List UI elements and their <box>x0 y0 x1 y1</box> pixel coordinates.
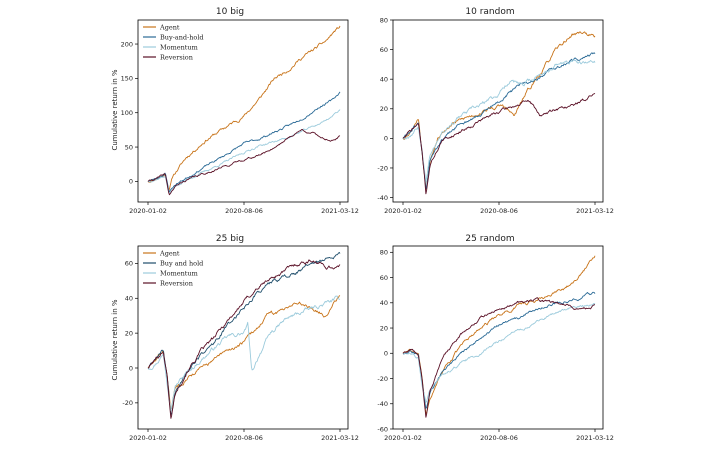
panel-25-big: 25 big Cumulative return in % -20 0 20 40 60… <box>111 234 359 442</box>
y-tick-label: 20 <box>380 324 388 332</box>
series-lines <box>402 31 596 195</box>
series-lines <box>147 25 341 196</box>
y-tick-label: 200 <box>121 40 133 48</box>
y-tick-label: 40 <box>380 75 388 83</box>
panel-title: 25 big <box>216 234 244 244</box>
y-ticks: -20 0 20 40 60 <box>122 260 138 407</box>
series-line-momentum <box>402 59 596 183</box>
x-tick-label: 2021-03-12 <box>321 434 359 442</box>
y-tick-label: 20 <box>125 329 133 337</box>
y-tick-label: 50 <box>125 143 133 151</box>
y-tick-label: 0 <box>384 350 388 358</box>
y-tick-label: -60 <box>377 425 388 433</box>
series-line-buy-and-hold <box>402 291 596 409</box>
legend-label-buy-and-hold: Buy-and-hold <box>160 34 204 42</box>
legend-label-momentum: Momentum <box>160 44 198 52</box>
legend-label-reversion: Reversion <box>160 280 193 288</box>
panel-title: 25 random <box>465 234 514 244</box>
panel-title: 10 big <box>216 7 244 17</box>
y-tick-label: -20 <box>122 399 133 407</box>
x-tick-label: 2020-08-06 <box>225 207 263 215</box>
legend-label-agent: Agent <box>159 250 180 258</box>
y-tick-label: 60 <box>125 260 133 268</box>
x-tick-label: 2021-03-12 <box>576 207 614 215</box>
series-line-momentum <box>147 295 341 412</box>
series-line-agent <box>402 255 596 415</box>
x-tick-label: 2020-08-06 <box>225 434 263 442</box>
y-ticks: -40 -20 0 20 40 60 80 <box>377 16 393 202</box>
series-line-buy-and-hold <box>402 52 596 190</box>
y-tick-label: 60 <box>380 274 388 282</box>
y-tick-label: 0 <box>129 178 133 186</box>
x-tick-label: 2021-03-12 <box>321 207 359 215</box>
x-tick-label: 2020-01-02 <box>384 207 422 215</box>
series-line-buy-and-hold <box>147 91 341 193</box>
y-tick-label: 20 <box>380 105 388 113</box>
plot-frame <box>137 245 349 430</box>
y-tick-label: 100 <box>121 109 133 117</box>
legend-label-reversion: Reversion <box>160 54 193 62</box>
series-line-agent <box>147 295 341 411</box>
legend-label-agent: Agent <box>159 24 180 32</box>
y-axis-title: Cumulative return in % <box>111 299 119 380</box>
y-tick-label: 150 <box>121 75 133 83</box>
series-lines <box>402 255 596 418</box>
x-tick-label: 2020-08-06 <box>480 434 518 442</box>
series-line-reversion <box>402 297 596 418</box>
x-tick-label: 2020-01-02 <box>129 434 167 442</box>
panel-10-big: 10 big Cumulative return in % 0 50 100 150 2… <box>111 7 359 215</box>
y-tick-label: -40 <box>377 400 388 408</box>
legend: Agent Buy-and-hold Momentum Reversion <box>143 24 204 62</box>
y-tick-label: 0 <box>129 364 133 372</box>
legend-label-buy-and-hold: Buy and hold <box>160 260 203 268</box>
x-tick-label: 2020-01-02 <box>129 207 167 215</box>
y-ticks: -60 -40 -20 0 20 40 60 80 <box>377 249 393 433</box>
x-ticks: 2020-01-02 2020-08-06 2021-03-12 <box>129 429 359 442</box>
y-tick-label: -20 <box>377 164 388 172</box>
series-line-reversion <box>402 92 596 195</box>
y-tick-label: -40 <box>377 194 388 202</box>
x-ticks: 2020-01-02 2020-08-06 2021-03-12 <box>384 202 614 215</box>
plot-frame <box>137 19 349 203</box>
y-tick-label: 80 <box>380 16 388 24</box>
y-tick-label: 40 <box>380 299 388 307</box>
x-tick-label: 2021-03-12 <box>576 434 614 442</box>
series-line-reversion <box>147 259 341 419</box>
x-tick-label: 2020-08-06 <box>480 207 518 215</box>
plot-frame <box>392 19 604 203</box>
y-tick-label: 0 <box>384 135 388 143</box>
y-axis-title: Cumulative return in % <box>111 69 119 150</box>
y-tick-label: -20 <box>377 375 388 383</box>
series-line-agent <box>147 25 341 191</box>
y-tick-label: 40 <box>125 295 133 303</box>
series-line-buy-and-hold <box>147 251 341 415</box>
panel-title: 10 random <box>465 7 514 17</box>
y-ticks: 0 50 100 150 200 <box>121 40 138 186</box>
series-line-momentum <box>402 303 596 403</box>
y-tick-label: 60 <box>380 46 388 54</box>
y-tick-label: 80 <box>380 249 388 257</box>
legend: Agent Buy and hold Momentum Reversion <box>143 250 203 288</box>
x-tick-label: 2020-01-02 <box>384 434 422 442</box>
legend-label-momentum: Momentum <box>160 270 198 278</box>
series-line-reversion <box>147 128 341 196</box>
series-line-agent <box>402 31 596 190</box>
x-ticks: 2020-01-02 2020-08-06 2021-03-12 <box>129 202 359 215</box>
series-lines <box>147 251 341 419</box>
plot-frame <box>392 245 604 430</box>
series-line-momentum <box>147 109 341 194</box>
x-ticks: 2020-01-02 2020-08-06 2021-03-12 <box>384 429 614 442</box>
